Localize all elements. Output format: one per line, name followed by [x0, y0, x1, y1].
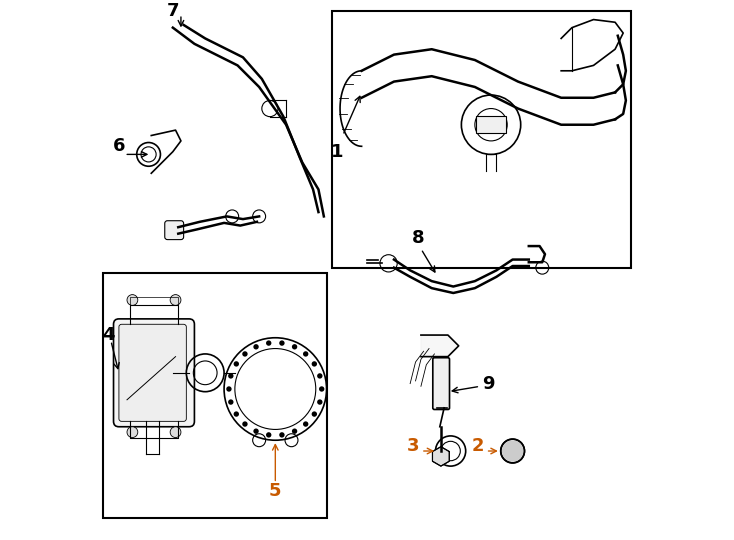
Text: 3: 3	[407, 437, 419, 455]
Text: 8: 8	[412, 229, 424, 247]
Circle shape	[317, 373, 322, 379]
Circle shape	[242, 351, 247, 356]
Circle shape	[303, 351, 308, 356]
Circle shape	[170, 295, 181, 306]
Circle shape	[233, 411, 239, 417]
Text: 9: 9	[482, 375, 495, 393]
Circle shape	[292, 344, 297, 349]
Circle shape	[319, 386, 324, 391]
Circle shape	[312, 411, 317, 417]
FancyBboxPatch shape	[332, 11, 631, 268]
Circle shape	[266, 432, 272, 437]
FancyBboxPatch shape	[164, 221, 184, 240]
FancyBboxPatch shape	[103, 273, 327, 518]
Circle shape	[312, 361, 317, 367]
Text: 6: 6	[112, 137, 126, 156]
FancyBboxPatch shape	[114, 319, 195, 427]
Text: 5: 5	[269, 482, 282, 501]
Circle shape	[253, 428, 259, 434]
Circle shape	[228, 373, 233, 379]
Circle shape	[228, 400, 233, 405]
Circle shape	[279, 340, 285, 346]
Text: 4: 4	[102, 326, 115, 344]
Circle shape	[279, 432, 285, 437]
Circle shape	[266, 340, 272, 346]
Circle shape	[317, 400, 322, 405]
Circle shape	[502, 440, 523, 462]
Circle shape	[242, 421, 247, 427]
Polygon shape	[421, 335, 459, 356]
FancyBboxPatch shape	[433, 357, 449, 409]
Polygon shape	[432, 447, 449, 466]
FancyBboxPatch shape	[476, 116, 506, 133]
Text: 7: 7	[167, 3, 179, 21]
Circle shape	[303, 421, 308, 427]
FancyBboxPatch shape	[119, 325, 186, 421]
Circle shape	[127, 427, 138, 437]
Circle shape	[253, 344, 259, 349]
Text: 2: 2	[471, 437, 484, 455]
Circle shape	[127, 295, 138, 306]
Circle shape	[170, 427, 181, 437]
Text: 1: 1	[331, 143, 344, 161]
Circle shape	[292, 428, 297, 434]
Circle shape	[233, 361, 239, 367]
Circle shape	[226, 386, 232, 391]
